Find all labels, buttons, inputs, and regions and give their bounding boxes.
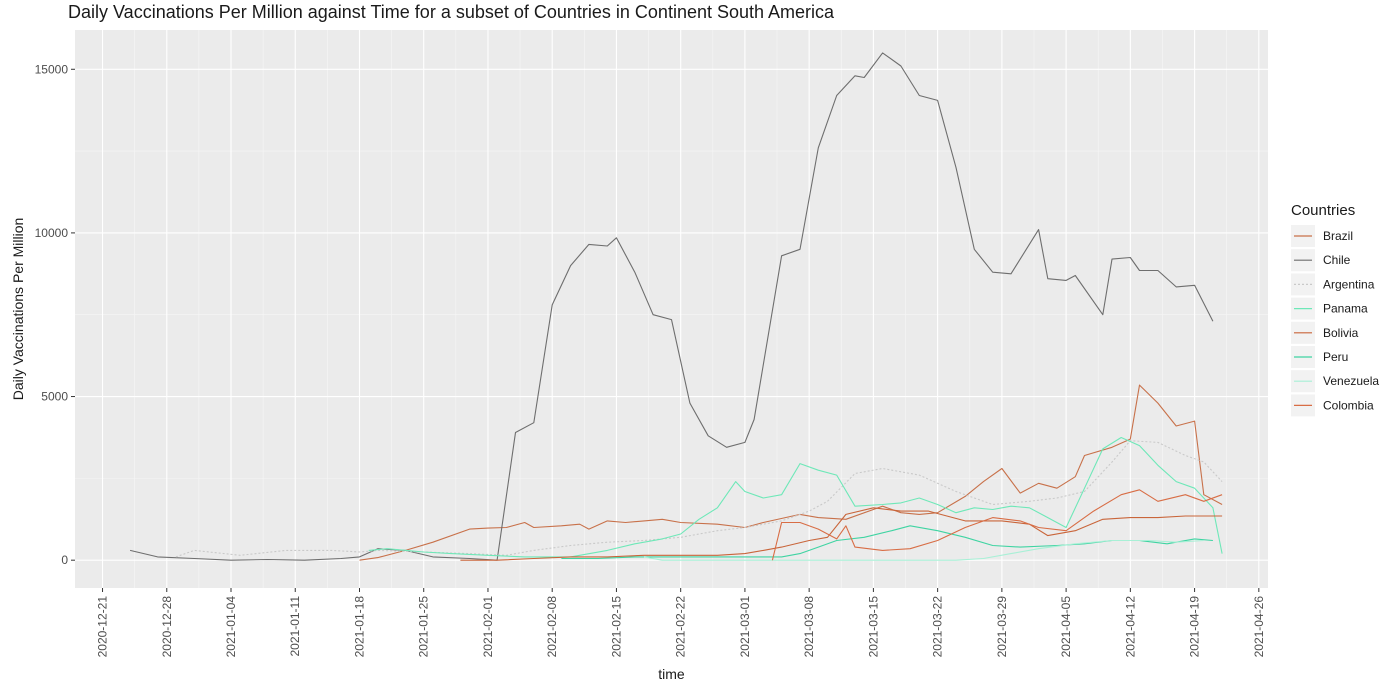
y-tick-label: 15000 <box>35 62 69 76</box>
series-line-bolivia <box>460 507 1223 561</box>
x-tick-label: 2021-02-22 <box>674 596 688 658</box>
x-tick-label: 2021-02-15 <box>609 596 623 658</box>
y-tick-label: 0 <box>61 553 68 567</box>
x-tick-label: 2021-03-01 <box>738 596 752 658</box>
legend-label-panama: Panama <box>1323 302 1368 316</box>
legend-label-peru: Peru <box>1323 350 1348 364</box>
series-line-brazil <box>359 384 1223 561</box>
x-tick-label: 2021-01-18 <box>352 596 366 658</box>
x-tick-label: 2021-02-01 <box>481 596 495 658</box>
x-tick-label: 2021-03-15 <box>866 596 880 658</box>
legend-label-venezuela: Venezuela <box>1323 374 1379 388</box>
x-axis-title: time <box>658 666 685 682</box>
x-tick-label: 2020-12-21 <box>96 596 110 658</box>
y-tick-label: 5000 <box>41 390 68 404</box>
x-tick-label: 2021-01-11 <box>288 596 302 657</box>
series-line-colombia <box>771 489 1223 561</box>
x-tick-label: 2021-04-19 <box>1188 596 1202 658</box>
legend-label-colombia: Colombia <box>1323 398 1374 412</box>
x-tick-label: 2021-02-08 <box>545 596 559 658</box>
x-tick-label: 2020-12-28 <box>160 596 174 658</box>
x-tick-label: 2021-01-25 <box>417 596 431 658</box>
legend-title: Countries <box>1291 202 1355 219</box>
series-line-venezuela <box>643 539 1204 561</box>
x-tick-label: 2021-01-04 <box>224 596 238 658</box>
y-tick-label: 10000 <box>35 226 69 240</box>
series-line-panama <box>368 436 1223 558</box>
legend-label-chile: Chile <box>1323 253 1351 267</box>
plot-panel <box>75 30 1268 588</box>
series-line-argentina <box>175 440 1223 558</box>
y-axis-title: Daily Vaccinations Per Million <box>10 218 26 401</box>
x-tick-label: 2021-04-05 <box>1059 596 1073 658</box>
x-tick-label: 2021-04-12 <box>1123 596 1137 658</box>
legend-label-argentina: Argentina <box>1323 277 1375 291</box>
chart-title: Daily Vaccinations Per Million against T… <box>68 2 835 22</box>
legend-label-brazil: Brazil <box>1323 229 1353 243</box>
x-tick-label: 2021-03-08 <box>802 596 816 658</box>
x-tick-label: 2021-03-29 <box>995 596 1009 658</box>
x-tick-label: 2021-03-22 <box>931 596 945 658</box>
legend-label-bolivia: Bolivia <box>1323 326 1359 340</box>
x-tick-label: 2021-04-26 <box>1252 596 1266 658</box>
legend: Countries Brazil Chile Argentina Panama Boli… <box>1291 202 1379 417</box>
